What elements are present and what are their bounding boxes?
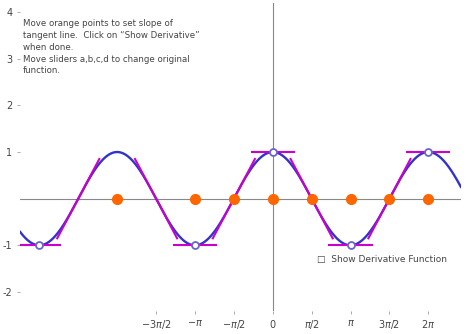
Text: Move orange points to set slope of
tangent line.  Click on “Show Derivative”
whe: Move orange points to set slope of tange… [23,19,199,75]
Text: □  Show Derivative Function: □ Show Derivative Function [317,255,447,264]
